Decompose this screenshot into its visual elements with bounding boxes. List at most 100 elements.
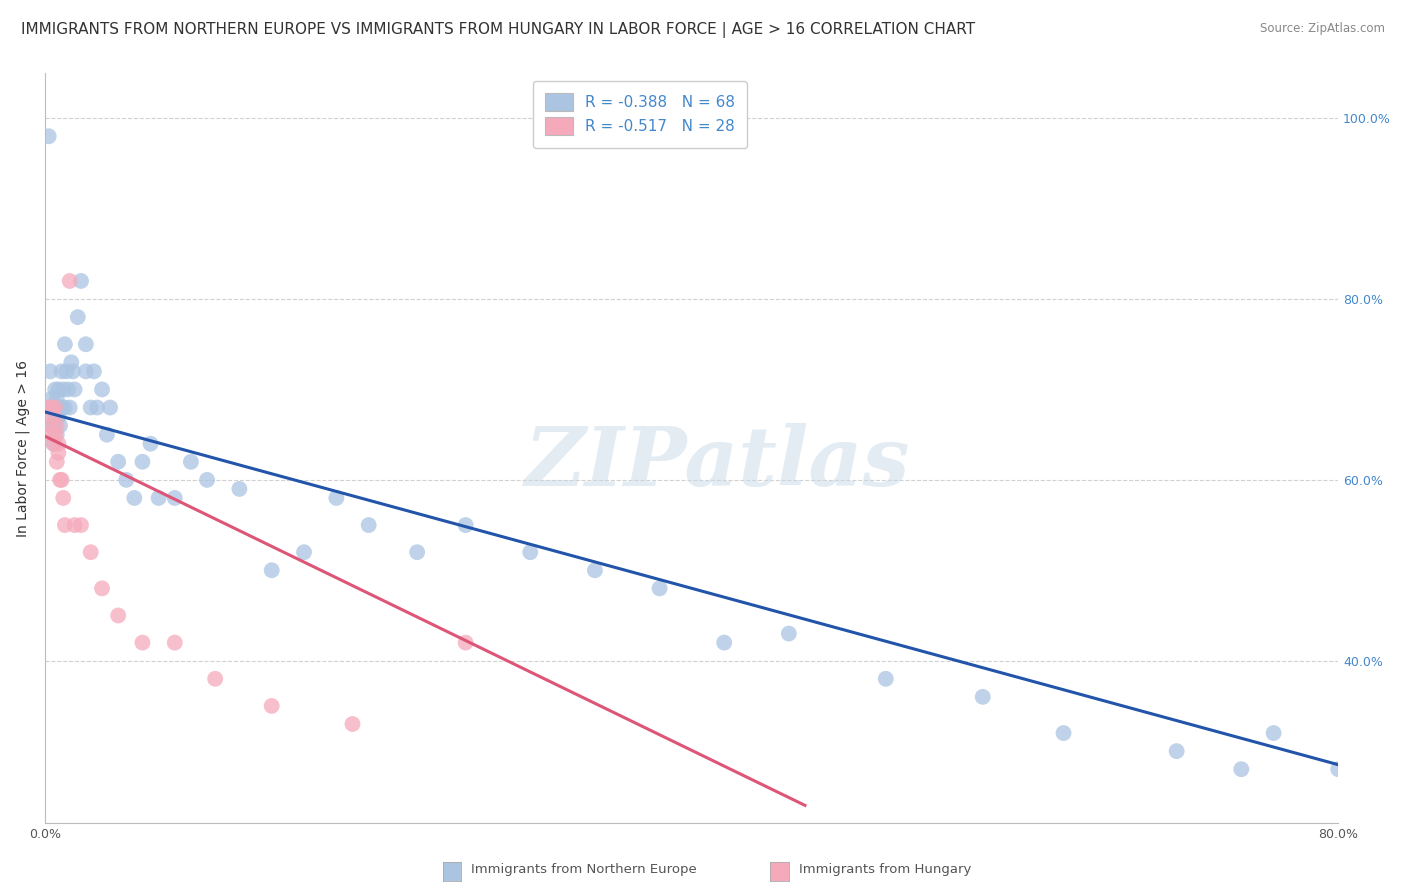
Point bbox=[42, 436, 65, 450]
Point bbox=[39, 364, 62, 378]
Point bbox=[63, 383, 86, 397]
Point bbox=[1052, 726, 1074, 740]
Point bbox=[148, 491, 170, 505]
Point bbox=[42, 409, 65, 424]
Point bbox=[39, 401, 62, 415]
Point bbox=[53, 337, 76, 351]
Point bbox=[55, 364, 77, 378]
Point bbox=[91, 582, 114, 596]
Text: Source: ZipAtlas.com: Source: ZipAtlas.com bbox=[1260, 22, 1385, 36]
Point bbox=[454, 635, 477, 649]
Point bbox=[44, 401, 66, 415]
Point bbox=[107, 608, 129, 623]
Point bbox=[49, 473, 72, 487]
Point bbox=[44, 401, 66, 415]
Point bbox=[52, 491, 75, 505]
Point bbox=[98, 401, 121, 415]
Text: ZIPatlas: ZIPatlas bbox=[524, 423, 911, 503]
Point bbox=[86, 401, 108, 415]
Point bbox=[44, 383, 66, 397]
Point bbox=[1327, 762, 1350, 776]
Point bbox=[48, 436, 70, 450]
Point bbox=[49, 401, 72, 415]
Point bbox=[195, 473, 218, 487]
Point bbox=[41, 392, 63, 406]
Point bbox=[44, 409, 66, 424]
Point bbox=[228, 482, 250, 496]
Point bbox=[357, 518, 380, 533]
Point bbox=[1263, 726, 1285, 740]
Point bbox=[49, 418, 72, 433]
Point bbox=[75, 364, 97, 378]
Point bbox=[45, 455, 67, 469]
Point bbox=[41, 427, 63, 442]
Point bbox=[342, 717, 364, 731]
Point bbox=[80, 401, 103, 415]
Point bbox=[260, 698, 283, 713]
Text: IMMIGRANTS FROM NORTHERN EUROPE VS IMMIGRANTS FROM HUNGARY IN LABOR FORCE | AGE : IMMIGRANTS FROM NORTHERN EUROPE VS IMMIG… bbox=[21, 22, 976, 38]
Point bbox=[519, 545, 541, 559]
Point bbox=[91, 383, 114, 397]
Point bbox=[38, 129, 60, 144]
Point bbox=[70, 518, 93, 533]
Point bbox=[41, 418, 63, 433]
Point bbox=[325, 491, 347, 505]
Point bbox=[713, 635, 735, 649]
Point bbox=[75, 337, 97, 351]
Point bbox=[454, 518, 477, 533]
Point bbox=[180, 455, 202, 469]
Point bbox=[124, 491, 146, 505]
Point bbox=[875, 672, 897, 686]
Point bbox=[260, 563, 283, 577]
Point bbox=[66, 310, 89, 325]
Point bbox=[42, 418, 65, 433]
Legend: R = -0.388   N = 68, R = -0.517   N = 28: R = -0.388 N = 68, R = -0.517 N = 28 bbox=[533, 80, 747, 148]
Point bbox=[45, 401, 67, 415]
Point bbox=[972, 690, 994, 704]
Y-axis label: In Labor Force | Age > 16: In Labor Force | Age > 16 bbox=[15, 359, 30, 537]
Point bbox=[51, 364, 73, 378]
Point bbox=[131, 455, 153, 469]
Point bbox=[292, 545, 315, 559]
Point bbox=[163, 635, 186, 649]
Point bbox=[59, 401, 82, 415]
Point bbox=[42, 401, 65, 415]
Point bbox=[62, 364, 84, 378]
Point bbox=[42, 436, 65, 450]
Point bbox=[38, 401, 60, 415]
Point bbox=[163, 491, 186, 505]
Point bbox=[48, 446, 70, 460]
Point bbox=[51, 473, 73, 487]
Point bbox=[648, 582, 671, 596]
Point bbox=[45, 418, 67, 433]
Text: Immigrants from Northern Europe: Immigrants from Northern Europe bbox=[471, 863, 697, 876]
Point bbox=[48, 383, 70, 397]
Point bbox=[51, 401, 73, 415]
Point bbox=[41, 401, 63, 415]
Point bbox=[115, 473, 138, 487]
Point bbox=[70, 274, 93, 288]
Point bbox=[41, 401, 63, 415]
Text: Immigrants from Hungary: Immigrants from Hungary bbox=[799, 863, 972, 876]
Point bbox=[52, 383, 75, 397]
Point bbox=[131, 635, 153, 649]
Point bbox=[48, 409, 70, 424]
Point bbox=[204, 672, 226, 686]
Point bbox=[139, 436, 162, 450]
Point bbox=[60, 355, 83, 369]
Point bbox=[56, 383, 79, 397]
Point bbox=[96, 427, 118, 442]
Point bbox=[53, 518, 76, 533]
Point bbox=[45, 427, 67, 442]
Point bbox=[83, 364, 105, 378]
Point bbox=[53, 401, 76, 415]
Point bbox=[63, 518, 86, 533]
Point bbox=[80, 545, 103, 559]
Point bbox=[45, 392, 67, 406]
Point bbox=[778, 626, 800, 640]
Point bbox=[44, 427, 66, 442]
Point bbox=[1230, 762, 1253, 776]
Point bbox=[39, 418, 62, 433]
Point bbox=[59, 274, 82, 288]
Point bbox=[107, 455, 129, 469]
